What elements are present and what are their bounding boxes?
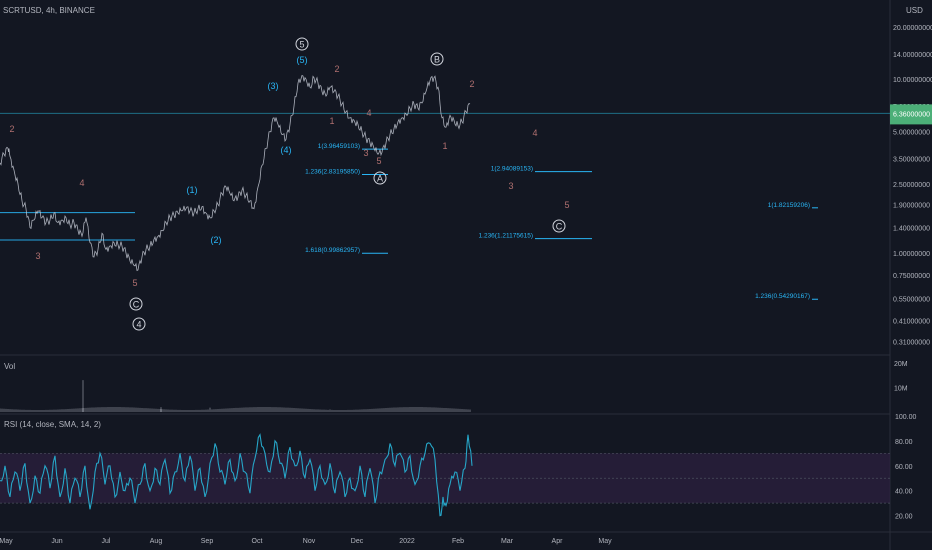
wave-label: 4 bbox=[532, 128, 537, 138]
wave-label: 5 bbox=[564, 200, 569, 210]
price-tick-label: 14.00000000 bbox=[893, 52, 932, 59]
rsi-tick-label: 100.00 bbox=[895, 414, 917, 421]
fib-level-label: 1.236(0.54290167) bbox=[755, 293, 810, 300]
fib-level-label: 1.236(2.83195850) bbox=[305, 168, 360, 175]
fib-level-label: 1(1.82159206) bbox=[768, 202, 810, 209]
price-tick-label: 5.00000000 bbox=[893, 130, 930, 137]
horizontal-lines bbox=[0, 112, 890, 241]
time-tick-label: Mar bbox=[501, 538, 514, 545]
time-axis[interactable]: May Jun Jul Aug Sep Oct Nov Dec 2022 Feb Mar Apr May bbox=[0, 538, 612, 545]
rsi-tick-label: 60.00 bbox=[895, 464, 913, 471]
price-tick-label: 0.75000000 bbox=[893, 273, 930, 280]
chart-title: SCRTUSD, 4h, BINANCE bbox=[3, 6, 95, 15]
wave-label: 4 bbox=[366, 108, 371, 118]
time-tick-label: May bbox=[0, 538, 13, 545]
fib-level-label: 1.236(1.21175615) bbox=[479, 233, 533, 240]
wave-label: 2 bbox=[469, 79, 474, 89]
volume-tick-label: 20M bbox=[894, 361, 908, 368]
price-axis[interactable]: 20.0000000014.0000000010.000000007.00000… bbox=[890, 25, 932, 347]
wave-label: 4 bbox=[136, 320, 141, 330]
wave-label: 4 bbox=[79, 178, 84, 188]
wave-label-circle bbox=[295, 37, 309, 51]
wave-label: 3 bbox=[35, 251, 40, 261]
price-tick-label: 20.00000000 bbox=[893, 25, 932, 32]
fib-levels: 1(3.96459103) 1.236(2.83195850) 1.618(0.99… bbox=[305, 143, 818, 300]
wave-label: 5 bbox=[376, 156, 381, 166]
interval-label[interactable]: 4h bbox=[45, 6, 55, 15]
volume-pane: 20M 10M bbox=[0, 361, 908, 412]
price-tick-label: 0.55000000 bbox=[893, 296, 930, 303]
wave-label: C bbox=[556, 222, 563, 232]
rsi-tick-label: 20.00 bbox=[895, 514, 913, 521]
last-price-tag-label: 6.36000000 bbox=[893, 111, 930, 118]
fib-level-label: 1.618(0.99862957) bbox=[305, 247, 360, 254]
price-tick-label: 0.31000000 bbox=[893, 340, 930, 347]
time-tick-label: Jul bbox=[102, 538, 111, 545]
fib-level-label: 1(2.94089153) bbox=[491, 166, 533, 173]
wave-label-circle bbox=[132, 317, 146, 331]
rsi-line bbox=[0, 433, 473, 517]
time-tick-label: Aug bbox=[150, 538, 163, 545]
price-tick-label: 2.50000000 bbox=[893, 182, 930, 189]
wave-label: (3) bbox=[268, 81, 279, 91]
wave-label: (1) bbox=[187, 185, 198, 195]
time-tick-label: May bbox=[598, 538, 612, 545]
time-tick-label: Apr bbox=[552, 538, 564, 545]
wave-label: 3 bbox=[508, 181, 513, 191]
price-tick-label: 10.00000000 bbox=[893, 77, 932, 84]
wave-label-circle bbox=[430, 52, 444, 66]
wave-label: 2 bbox=[334, 64, 339, 74]
volume-tick-label: 10M bbox=[894, 385, 908, 392]
rsi-tick-label: 80.00 bbox=[895, 439, 913, 446]
wave-label: 1 bbox=[329, 116, 334, 126]
price-line bbox=[0, 74, 471, 272]
rsi-tick-label: 40.00 bbox=[895, 489, 913, 496]
price-tick-label: 0.41000000 bbox=[893, 318, 930, 325]
time-tick-label: Oct bbox=[252, 538, 263, 545]
wave-label-circle bbox=[373, 171, 387, 185]
exchange-label: BINANCE bbox=[59, 6, 95, 15]
wave-label: 3 bbox=[363, 148, 368, 158]
wave-label: 5 bbox=[299, 40, 304, 50]
time-tick-label: Feb bbox=[452, 538, 464, 545]
wave-label: (4) bbox=[281, 145, 292, 155]
price-tick-label: 1.00000000 bbox=[893, 251, 930, 258]
rsi-pane: 100.00 80.00 60.00 40.00 20.00 bbox=[0, 414, 917, 521]
wave-label-circle bbox=[129, 297, 143, 311]
price-tick-label: 1.40000000 bbox=[893, 226, 930, 233]
time-tick-label: 2022 bbox=[399, 538, 415, 545]
wave-label-circle bbox=[552, 219, 566, 233]
last-price-tag bbox=[890, 104, 932, 125]
time-tick-label: Nov bbox=[303, 538, 316, 545]
wave-label: B bbox=[434, 55, 440, 65]
volume-pane-title: Vol bbox=[4, 362, 16, 371]
price-tick-label: 3.50000000 bbox=[893, 156, 930, 163]
wave-label: A bbox=[377, 174, 383, 184]
wave-label: 1 bbox=[442, 141, 447, 151]
rsi-pane-title: RSI (14, close, SMA, 14, 2) bbox=[4, 420, 101, 429]
wave-label: C bbox=[133, 300, 140, 310]
price-series bbox=[0, 74, 471, 272]
price-tick-label: 1.90000000 bbox=[893, 203, 930, 210]
wave-label: (2) bbox=[211, 235, 222, 245]
time-tick-label: Sep bbox=[201, 538, 214, 545]
wave-label: 5 bbox=[132, 278, 137, 288]
wave-label: (5) bbox=[297, 55, 308, 65]
time-tick-label: Dec bbox=[351, 538, 364, 545]
wave-label: 2 bbox=[9, 124, 14, 134]
currency-label: USD bbox=[906, 6, 923, 15]
time-tick-label: Jun bbox=[51, 538, 62, 545]
fib-level-label: 1(3.96459103) bbox=[318, 143, 360, 150]
symbol-label[interactable]: SCRTUSD bbox=[3, 6, 42, 15]
